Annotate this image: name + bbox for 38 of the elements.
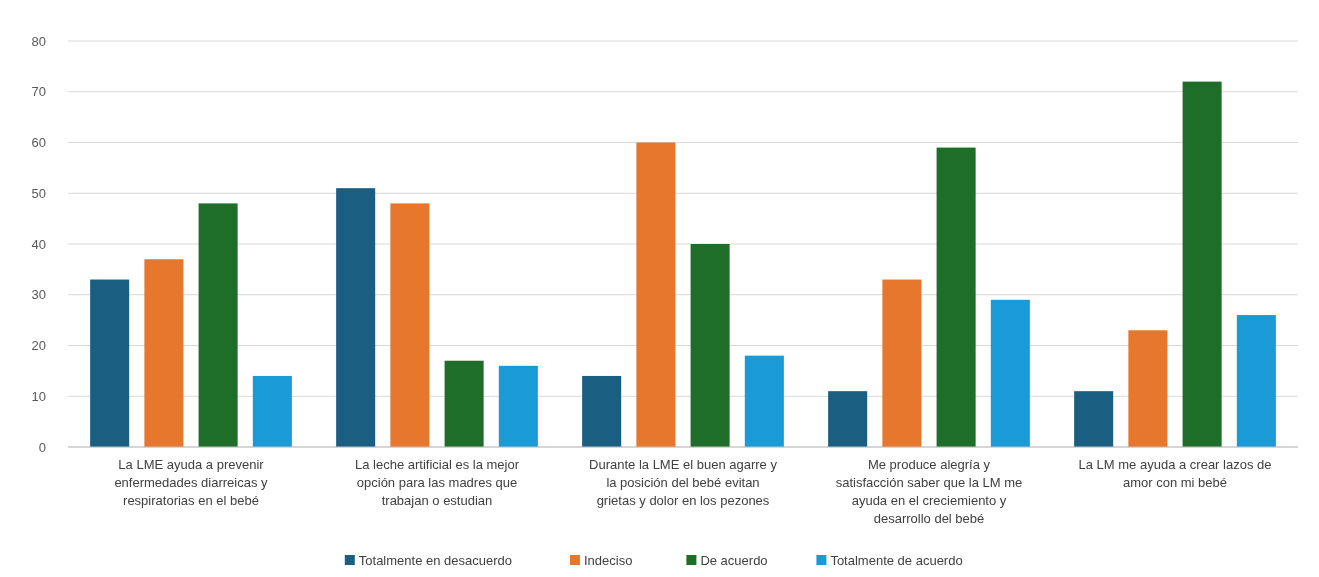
y-tick-label: 20 — [31, 338, 46, 354]
y-tick-label: 60 — [31, 135, 46, 151]
bar — [990, 299, 1030, 447]
bar — [144, 259, 184, 447]
bar — [1236, 315, 1276, 447]
y-tick-label: 0 — [38, 439, 46, 455]
x-tick-label: La leche artificial es la mejor opción para las madres que trabajan o estudian — [354, 457, 520, 508]
x-tick-label: Durante la LME el buen agarre y la posición del bebé evitan grietas y dolor en los pezones — [589, 457, 778, 508]
y-tick-label: 50 — [31, 185, 46, 201]
bar — [1074, 391, 1114, 447]
y-tick-label: 80 — [31, 33, 46, 49]
legend-label: Indeciso — [584, 552, 633, 568]
y-tick-label: 40 — [31, 236, 46, 252]
bar — [1128, 330, 1168, 447]
bar — [828, 391, 868, 447]
bar — [444, 360, 484, 447]
bar — [582, 375, 622, 447]
legend-label: De acuerdo — [700, 552, 768, 568]
legend-label: Totalmente en desacuerdo — [358, 552, 513, 568]
bar — [198, 203, 238, 447]
legend-label: Totalmente de acuerdo — [830, 552, 963, 568]
bar — [336, 188, 376, 447]
bar — [390, 203, 430, 447]
bar — [690, 244, 730, 447]
bar — [744, 355, 784, 447]
y-tick-label: 30 — [31, 287, 46, 303]
y-tick-label: 10 — [31, 388, 46, 404]
bar — [252, 375, 292, 447]
x-tick-label: La LM me ayuda a crear lazos de amor con mi bebé — [1078, 457, 1272, 490]
bar — [636, 142, 676, 447]
x-tick-label: Me produce alegría y satisfacción saber que la LM me ayuda en el creciemiento y desarrollo del bebé — [835, 457, 1023, 526]
bar — [882, 279, 922, 447]
y-tick-label: 70 — [31, 84, 46, 100]
bar — [1182, 81, 1222, 447]
bar — [90, 279, 130, 447]
x-tick-label: La LME ayuda a prevenir enfermedades diarreicas y respiratorias en el bebé — [114, 457, 269, 508]
bar — [936, 147, 976, 447]
bar — [498, 365, 538, 447]
